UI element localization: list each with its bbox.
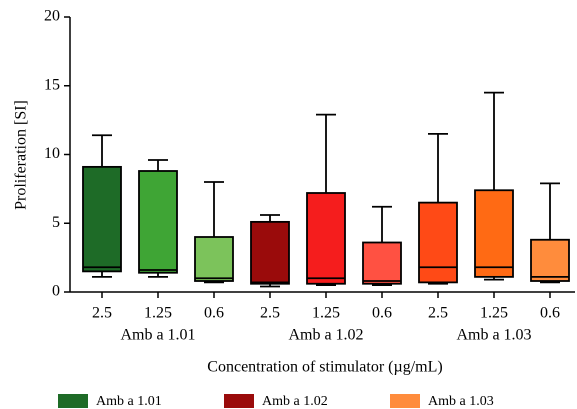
box xyxy=(530,238,570,282)
box xyxy=(138,170,178,274)
group-label: Amb a 1.01 xyxy=(120,327,195,344)
y-tick-label: 15 xyxy=(44,76,60,93)
y-tick-label: 10 xyxy=(44,145,60,162)
box xyxy=(362,241,402,285)
box xyxy=(418,201,458,284)
box xyxy=(474,189,514,278)
box xyxy=(82,165,122,273)
x-tick-label: 1.25 xyxy=(312,305,340,322)
legend-label: Amb a 1.01 xyxy=(96,394,162,409)
x-tick-label: 0.6 xyxy=(204,305,224,322)
legend-label: Amb a 1.02 xyxy=(262,394,328,409)
y-tick-label: 0 xyxy=(52,283,60,300)
x-tick-label: 1.25 xyxy=(144,305,172,322)
x-tick-label: 2.5 xyxy=(92,305,112,322)
legend-label: Amb a 1.03 xyxy=(428,394,494,409)
group-label: Amb a 1.02 xyxy=(288,327,363,344)
x-tick-label: 2.5 xyxy=(260,305,280,322)
x-axis-title: Concentration of stimulator (µg/mL) xyxy=(207,359,442,376)
x-tick-label: 0.6 xyxy=(540,305,560,322)
x-tick-label: 0.6 xyxy=(372,305,392,322)
y-axis-title: Proliferation [SI] xyxy=(13,100,30,210)
legend-swatch xyxy=(390,394,420,408)
x-tick-label: 1.25 xyxy=(480,305,508,322)
x-tick-label: 2.5 xyxy=(428,305,448,322)
y-tick-label: 20 xyxy=(44,8,60,25)
y-tick-label: 5 xyxy=(52,214,60,231)
box xyxy=(306,192,346,285)
group-label: Amb a 1.03 xyxy=(456,327,531,344)
box xyxy=(194,236,234,282)
legend-swatch xyxy=(224,394,254,408)
box xyxy=(250,220,290,285)
legend-swatch xyxy=(58,394,88,408)
